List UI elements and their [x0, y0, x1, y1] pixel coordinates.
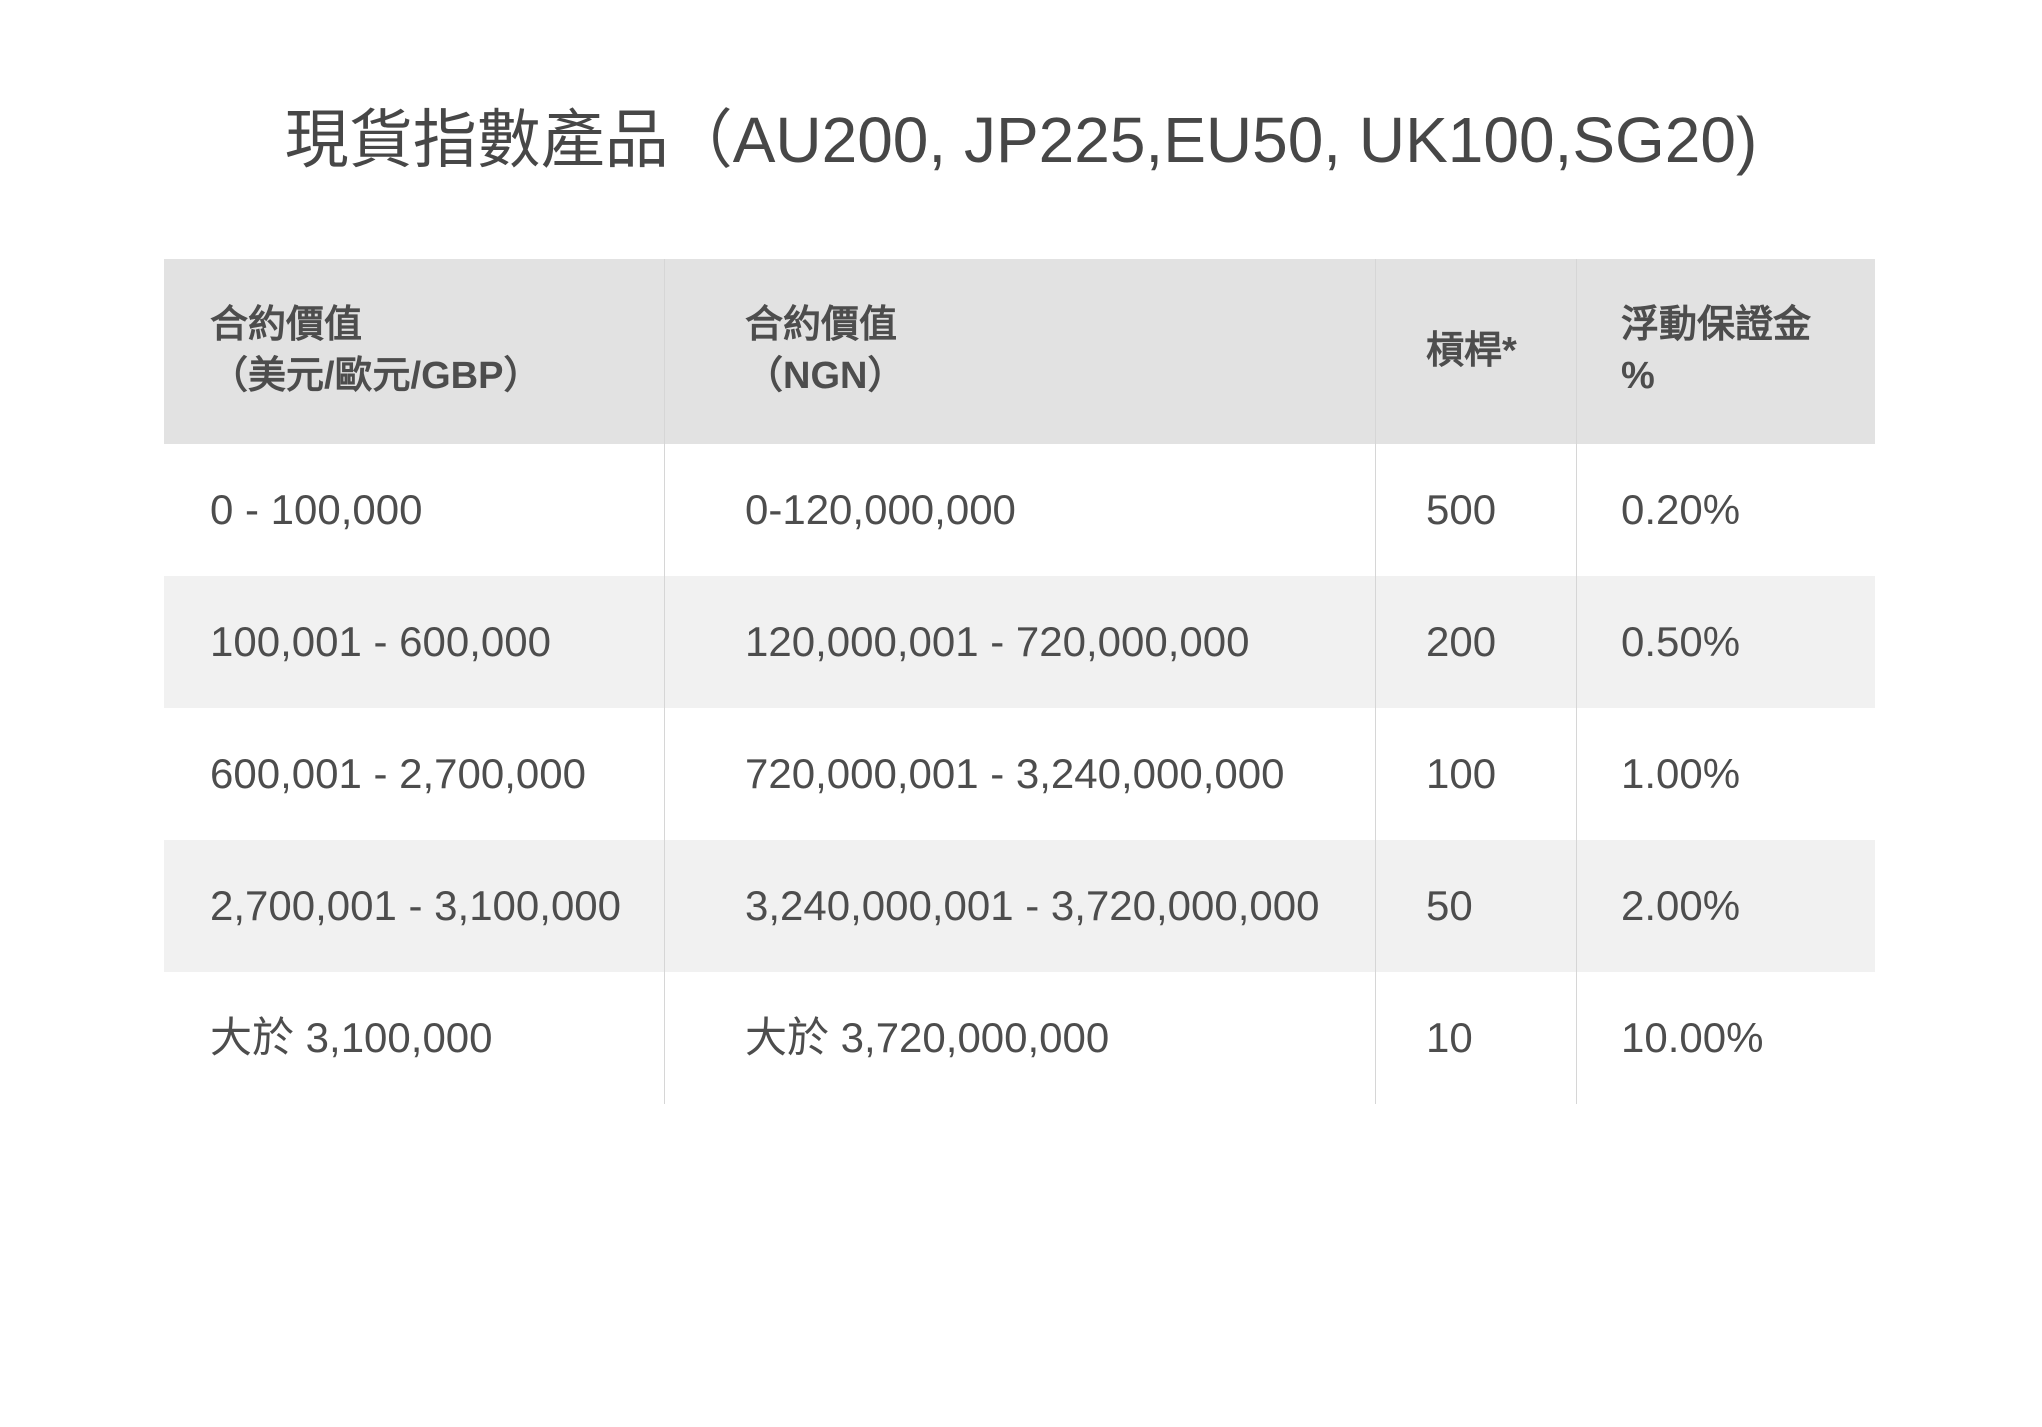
cell-contract-value-usd: 0 - 100,000 — [210, 485, 423, 533]
cell-floating-margin: 10.00% — [1576, 971, 1875, 1104]
margin-tier-table: 合約價值 （美元/歐元/GBP） 合約價值 （NGN） 槓桿* 浮動保證金 % … — [164, 258, 1875, 1104]
header-leverage: 槓桿* — [1375, 258, 1576, 444]
cell-contract-value-ngn: 0-120,000,000 — [664, 443, 1375, 576]
page-title: 現貨指數產品（AU200, JP225,EU50, UK100,SG20) — [284, 104, 1758, 176]
cell-contract-value-usd: 大於 3,100,000 — [210, 1013, 493, 1061]
cell-leverage: 200 — [1375, 575, 1576, 708]
table-row: 2,700,001 - 3,100,000 3,240,000,001 - 3,… — [164, 839, 1875, 972]
header-line: 槓桿* — [1426, 329, 1517, 372]
header-floating-margin: 浮動保證金 % — [1576, 258, 1875, 444]
cell-leverage: 100 — [1375, 707, 1576, 840]
cell-contract-value-ngn: 大於 3,720,000,000 — [664, 971, 1375, 1104]
cell-floating-margin: 0.50% — [1576, 575, 1875, 708]
cell-leverage: 50 — [1375, 839, 1576, 972]
table-row: 0 - 100,000 0-120,000,000 500 0.20% — [164, 443, 1875, 576]
header-contract-value-usd: 合約價值 （美元/歐元/GBP） — [164, 259, 664, 444]
cell-contract-value-ngn: 120,000,001 - 720,000,000 — [664, 575, 1375, 708]
table-row: 600,001 - 2,700,000 720,000,001 - 3,240,… — [164, 707, 1875, 840]
cell-floating-margin: 2.00% — [1576, 839, 1875, 972]
cell-floating-margin: 0.20% — [1576, 443, 1875, 576]
cell-contract-value-ngn: 3,240,000,001 - 3,720,000,000 — [664, 839, 1375, 972]
header-line: % — [1621, 355, 1655, 398]
cell-contract-value-usd: 600,001 - 2,700,000 — [210, 749, 586, 797]
header-line: 合約價值 — [745, 304, 898, 346]
header-line: 合約價值 — [210, 304, 363, 346]
header-line: （美元/歐元/GBP） — [210, 355, 542, 398]
table-header-row: 合約價值 （美元/歐元/GBP） 合約價值 （NGN） 槓桿* 浮動保證金 % — [164, 258, 1875, 444]
cell-contract-value-usd: 2,700,001 - 3,100,000 — [210, 881, 622, 929]
cell-leverage: 500 — [1375, 443, 1576, 576]
cell-contract-value-ngn: 720,000,001 - 3,240,000,000 — [664, 707, 1375, 840]
header-line: （NGN） — [745, 355, 906, 398]
cell-contract-value-usd: 100,001 - 600,000 — [210, 617, 551, 665]
header-line: 浮動保證金 — [1621, 304, 1812, 346]
cell-leverage: 10 — [1375, 971, 1576, 1104]
table-row: 100,001 - 600,000 120,000,001 - 720,000,… — [164, 575, 1875, 708]
header-contract-value-ngn: 合約價值 （NGN） — [664, 258, 1375, 444]
cell-floating-margin: 1.00% — [1576, 707, 1875, 840]
table-row: 大於 3,100,000 大於 3,720,000,000 10 10.00% — [164, 971, 1875, 1104]
